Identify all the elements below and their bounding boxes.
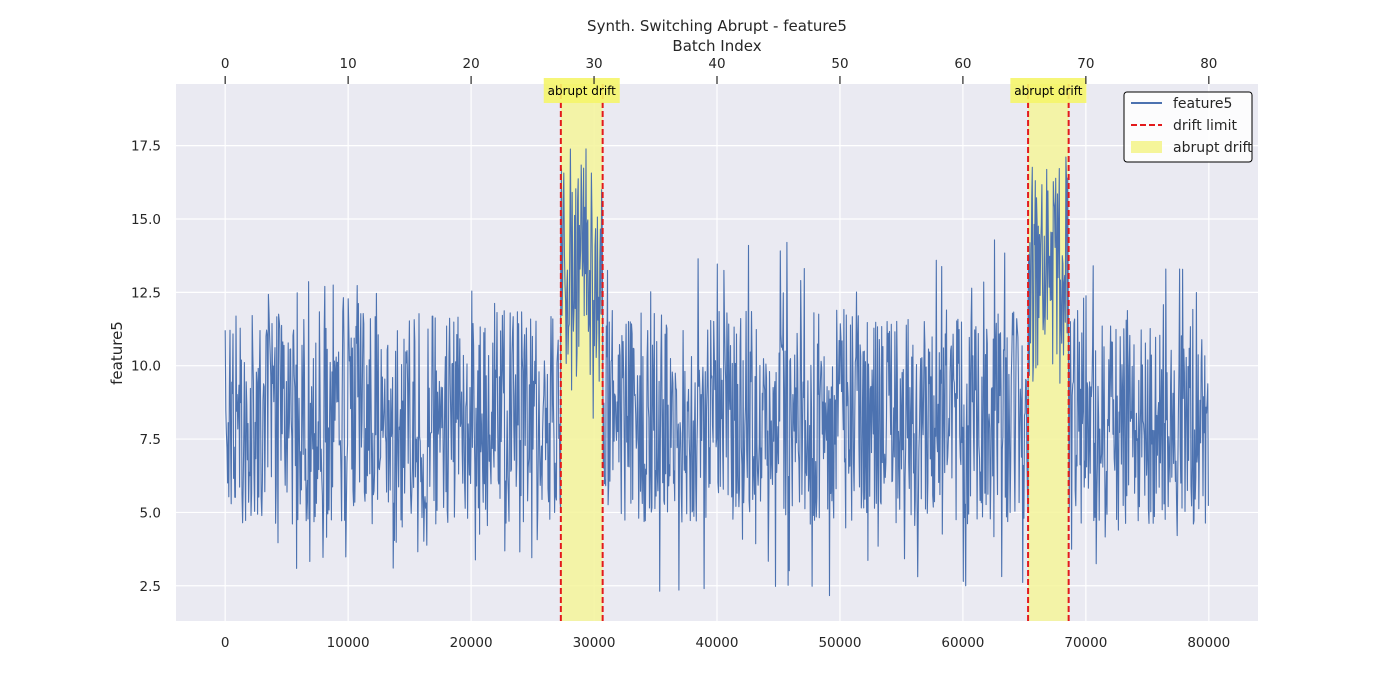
top-tick-label: 60 <box>954 56 971 72</box>
top-tick-label: 20 <box>462 56 479 72</box>
legend-patch-abrupt-drift <box>1131 141 1162 153</box>
x-tick-label: 50000 <box>818 635 861 651</box>
y-tick-label: 12.5 <box>131 285 161 301</box>
legend-label-drift-limit: drift limit <box>1173 118 1237 134</box>
top-tick-label: 0 <box>221 56 230 72</box>
top-tick-label: 80 <box>1200 56 1217 72</box>
series-line-feature5 <box>224 148 1209 597</box>
legend-label-abrupt-drift: abrupt drift <box>1173 140 1253 156</box>
top-tick-label: 30 <box>585 56 602 72</box>
y-tick-label: 10.0 <box>131 359 161 375</box>
drift-label: abrupt drift <box>1014 84 1083 98</box>
drift-label-box <box>543 78 620 103</box>
x-tick-label: 20000 <box>450 635 493 651</box>
x-tick-label: 0 <box>221 635 230 651</box>
x-axis-bottom: 0 10000 20000 30000 40000 50000 60000 70000 8000… <box>221 635 1230 651</box>
y-tick-label: 15.0 <box>131 212 161 228</box>
chart-title: Synth. Switching Abrupt - feature5 <box>587 17 847 35</box>
top-tick-label: 10 <box>340 56 357 72</box>
top-tick-label: 70 <box>1077 56 1094 72</box>
y-tick-label: 2.5 <box>140 579 161 595</box>
y-tick-label: 7.5 <box>140 432 161 448</box>
x-tick-label: 60000 <box>941 635 984 651</box>
series-feature5 <box>224 148 1209 597</box>
x-tick-label: 40000 <box>696 635 739 651</box>
drift-label-box <box>1010 78 1087 103</box>
x-axis-top: 0 10 20 30 40 50 60 70 80 <box>221 56 1217 84</box>
x-tick-label: 10000 <box>327 635 370 651</box>
y-axis: 2.5 5.0 7.5 10.0 12.5 15.0 17.5 <box>131 139 161 595</box>
y-axis-label: feature5 <box>108 321 126 385</box>
top-x-axis-label: Batch Index <box>672 37 761 55</box>
legend: feature5 drift limit abrupt drift <box>1123 91 1253 163</box>
y-tick-label: 5.0 <box>140 505 161 521</box>
y-tick-label: 17.5 <box>131 139 161 155</box>
top-tick-label: 50 <box>831 56 848 72</box>
drift-region <box>1028 84 1069 621</box>
x-tick-label: 70000 <box>1064 635 1107 651</box>
legend-label-feature5: feature5 <box>1173 96 1232 112</box>
drift-label: abrupt drift <box>548 84 617 98</box>
drift-annotations: abrupt drift abrupt drift <box>543 78 1087 103</box>
x-tick-label: 30000 <box>573 635 616 651</box>
x-tick-label: 80000 <box>1187 635 1230 651</box>
top-tick-label: 40 <box>708 56 725 72</box>
